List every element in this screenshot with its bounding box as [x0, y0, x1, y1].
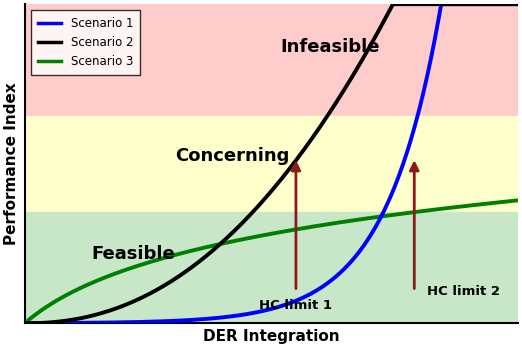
Scenario 3 — [426, 208, 432, 212]
X-axis label: DER Integration: DER Integration — [203, 329, 340, 344]
Scenario 3 — [289, 228, 295, 232]
Scenario 3 — [515, 198, 521, 203]
Bar — [25, 4, 518, 116]
Line: Scenario 3: Scenario 3 — [25, 200, 518, 323]
Line: Scenario 2: Scenario 2 — [25, 4, 518, 323]
Scenario 1 — [426, 66, 432, 70]
Scenario 3 — [259, 234, 265, 238]
Text: Concerning: Concerning — [175, 147, 289, 165]
Scenario 1 — [21, 321, 28, 325]
Scenario 2 — [515, 2, 521, 6]
Scenario 1 — [256, 310, 262, 314]
Scenario 2 — [259, 200, 265, 204]
Scenario 2 — [21, 321, 28, 325]
Scenario 3 — [256, 234, 262, 238]
Text: HC limit 2: HC limit 2 — [427, 285, 500, 298]
Scenario 1 — [289, 300, 295, 304]
Bar — [25, 116, 518, 212]
Scenario 2 — [289, 164, 295, 168]
Scenario 3 — [503, 199, 509, 204]
Y-axis label: Performance Index: Performance Index — [4, 82, 19, 245]
Scenario 2 — [315, 127, 322, 132]
Scenario 1 — [259, 309, 265, 313]
Line: Scenario 1: Scenario 1 — [25, 4, 518, 323]
Scenario 1 — [315, 287, 322, 292]
Bar — [25, 212, 518, 323]
Scenario 3 — [21, 321, 28, 325]
Text: Infeasible: Infeasible — [281, 38, 380, 56]
Scenario 2 — [256, 203, 262, 207]
Scenario 2 — [504, 2, 510, 6]
Scenario 1 — [504, 2, 510, 6]
Scenario 2 — [390, 2, 397, 6]
Text: HC limit 1: HC limit 1 — [259, 299, 333, 312]
Scenario 1 — [515, 2, 521, 6]
Legend: Scenario 1, Scenario 2, Scenario 3: Scenario 1, Scenario 2, Scenario 3 — [31, 10, 140, 75]
Scenario 2 — [427, 2, 433, 6]
Scenario 1 — [438, 2, 445, 6]
Scenario 3 — [315, 224, 322, 228]
Text: Feasible: Feasible — [91, 245, 175, 263]
